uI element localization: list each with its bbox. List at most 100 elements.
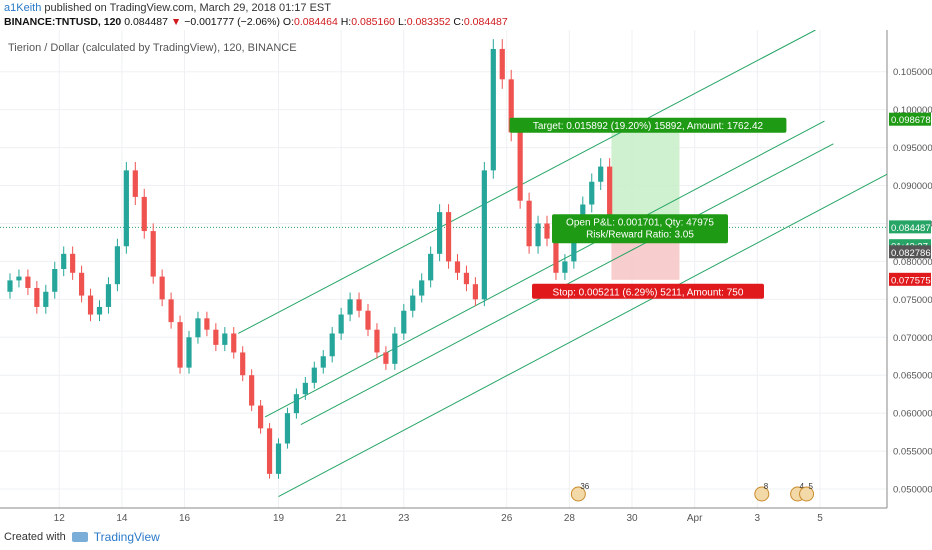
tradingview-brand[interactable]: TradingView [93, 530, 160, 544]
y-tick-label: 0.070000 [893, 333, 932, 344]
price-tag-box [889, 220, 931, 234]
price-tag-box [889, 245, 931, 259]
candle-body [589, 181, 595, 205]
candle-body [177, 322, 183, 368]
price-tag: 0.082786 [891, 248, 931, 259]
event-label: 4 [800, 482, 805, 491]
target-label: Target: 0.015892 (19.20%) 15892, Amount:… [533, 121, 764, 132]
x-tick-label: 14 [116, 513, 128, 524]
candle-body [311, 367, 317, 383]
candle-body [96, 306, 103, 315]
candle-body [43, 291, 49, 307]
x-tick-label: 23 [398, 513, 410, 524]
candle-body [284, 413, 291, 444]
candle-body [320, 356, 326, 368]
x-tick-label: 21 [336, 513, 348, 524]
candle-body [61, 253, 67, 269]
x-tick-label: Apr [687, 513, 703, 524]
candle-body [463, 272, 470, 285]
candle-body [365, 310, 371, 330]
candle-body [607, 166, 613, 228]
y-tick-label: 0.100000 [893, 105, 932, 116]
candle-body [338, 314, 344, 334]
candle-body [266, 428, 273, 474]
price-chart[interactable]: 0.1050000.1000000.0950000.0900000.085000… [0, 30, 932, 525]
candle-body [105, 284, 112, 307]
x-tick-label: 28 [564, 513, 576, 524]
chart-title: Tierion / Dollar (calculated by TradingV… [8, 42, 297, 54]
channel-line [278, 173, 888, 498]
y-tick-label: 0.075000 [893, 295, 932, 306]
stop-zone [611, 240, 680, 280]
event-flag-icon [799, 486, 815, 502]
candle-body [258, 405, 264, 429]
candle-body [231, 333, 237, 353]
ohlc-line: BINANCE:TNTUSD, 120 0.084487 ▼ −0.001777… [4, 16, 508, 28]
candle-body [240, 352, 246, 376]
stop-label-box [532, 283, 764, 299]
author-link[interactable]: a1Keith [4, 2, 42, 14]
pnl-label-box [552, 214, 728, 244]
candle-body [499, 48, 505, 80]
publish-info: published on TradingView.com, March 29, … [44, 2, 331, 14]
candle-body [70, 253, 76, 273]
y-tick-label: 0.090000 [893, 181, 932, 192]
candle-body [508, 79, 514, 133]
candle-body [222, 333, 228, 345]
y-tick-label: 0.055000 [893, 447, 932, 458]
publish-line: a1Keith published on TradingView.com, Ma… [4, 2, 331, 14]
channel-line [264, 120, 825, 418]
candle-body [25, 276, 31, 288]
y-tick-label: 0.080000 [893, 257, 932, 268]
created-with-label: Created with [4, 531, 66, 543]
event-label: 8 [764, 482, 769, 491]
tradingview-logo-icon [71, 532, 88, 542]
open-label: O: [282, 16, 294, 28]
price-change: −0.001777 (−2.06%) [184, 16, 280, 28]
event-flag-icon [754, 486, 770, 502]
candle-body [123, 170, 129, 247]
candle-body [401, 310, 407, 334]
candle-body [249, 375, 255, 406]
channel-line [237, 30, 816, 334]
candle-body [114, 246, 120, 285]
x-tick-label: 30 [626, 513, 638, 524]
x-tick-label: 16 [179, 513, 191, 524]
target-label-box [509, 117, 787, 133]
price-tag-box [889, 112, 931, 126]
candle-body [544, 223, 550, 239]
candle-body [159, 276, 165, 300]
stop-label: Stop: 0.005211 (6.29%) 5211, Amount: 750 [553, 287, 744, 298]
y-tick-label: 0.065000 [893, 371, 932, 382]
candle-body [445, 212, 452, 262]
candle-body [34, 287, 40, 307]
candle-body [571, 234, 577, 262]
candle-body [302, 382, 308, 395]
y-tick-label: 0.095000 [893, 143, 932, 154]
price-tag: 0.084487 [891, 223, 931, 234]
x-tick-label: 19 [273, 513, 285, 524]
candle-body [454, 261, 461, 273]
close-label: C: [453, 16, 464, 28]
candle-body [293, 394, 299, 414]
high-value: 0.085160 [351, 16, 396, 28]
x-tick-label: 3 [755, 513, 761, 524]
candle-body [141, 196, 147, 232]
change-down-icon: ▼ [170, 16, 182, 28]
candle-body [356, 299, 362, 311]
rr-label: Risk/Reward Ratio: 3.05 [586, 229, 694, 240]
candle-body [392, 333, 398, 364]
candle-body [526, 200, 532, 247]
candle-body [168, 299, 174, 323]
x-tick-label: 12 [54, 513, 66, 524]
last-price: 0.084487 [124, 16, 168, 28]
candle-body [437, 212, 443, 254]
candle-body [347, 299, 353, 315]
candle-body [132, 170, 138, 197]
candle-body [374, 329, 380, 353]
footer: Created with TradingView [4, 530, 160, 544]
candle-body [419, 280, 425, 296]
y-tick-label: 0.050000 [893, 485, 932, 496]
candle-body [150, 231, 156, 277]
symbol-label: BINANCE:TNTUSD, 120 [4, 16, 122, 28]
